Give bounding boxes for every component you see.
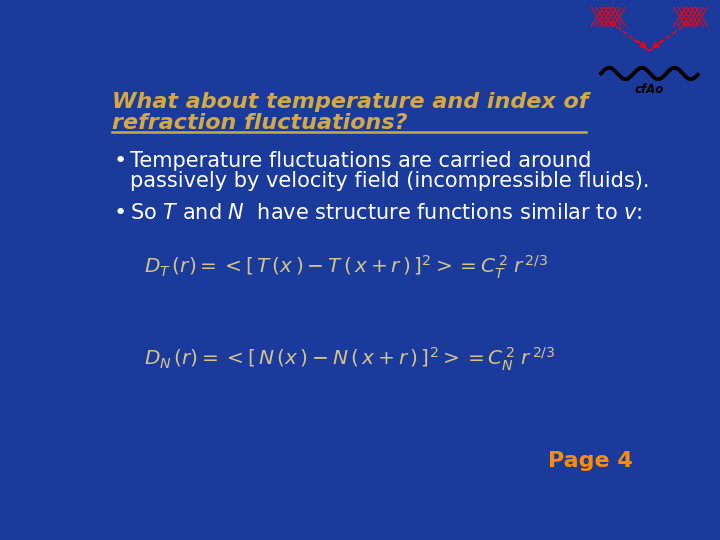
Text: •: • bbox=[113, 151, 127, 171]
Text: cfAo: cfAo bbox=[635, 83, 664, 96]
Text: Page 4: Page 4 bbox=[548, 451, 632, 471]
Text: $D_T\,( r ) = < [ \,T\,(x\,) - T\,(\,x + r\,)\,]^2 > = C_T^{\,2}\;r^{\,2/3}$: $D_T\,( r ) = < [ \,T\,(x\,) - T\,(\,x +… bbox=[144, 253, 549, 281]
Text: So $\it{T}$ and $\it{N}$  have structure functions similar to $\it{v}$:: So $\it{T}$ and $\it{N}$ have structure … bbox=[130, 204, 643, 224]
Text: passively by velocity field (incompressible fluids).: passively by velocity field (incompressi… bbox=[130, 171, 649, 191]
Text: $D_N\,( r ) = < [ \,N\,(x\,) - N\,(\,x + r\,)\,]^2 > = C_N^{\,2}\;r^{\,2/3}$: $D_N\,( r ) = < [ \,N\,(x\,) - N\,(\,x +… bbox=[144, 346, 556, 373]
Text: What about temperature and index of: What about temperature and index of bbox=[112, 92, 588, 112]
Text: Temperature fluctuations are carried around: Temperature fluctuations are carried aro… bbox=[130, 151, 592, 171]
Text: •: • bbox=[113, 204, 127, 224]
Text: refraction fluctuations?: refraction fluctuations? bbox=[112, 113, 408, 133]
